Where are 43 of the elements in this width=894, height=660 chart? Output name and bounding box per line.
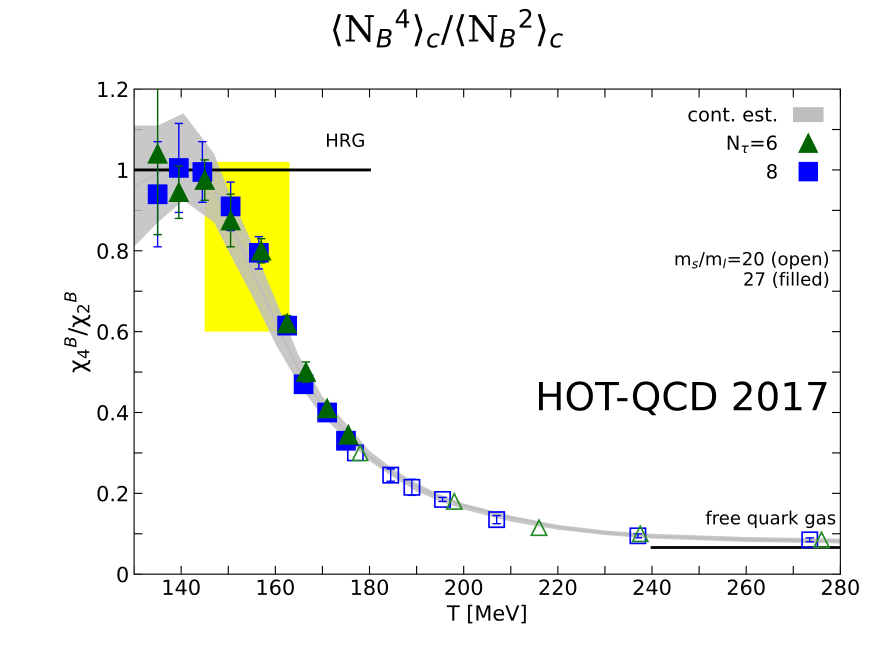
point: [403, 478, 420, 496]
x-tick-label: 260: [728, 579, 765, 596]
point: [220, 210, 240, 230]
point: [317, 398, 338, 418]
point: [148, 184, 168, 204]
x-tick-label: 220: [540, 579, 576, 596]
point: [530, 519, 548, 536]
y-tick-label: 0.8: [97, 243, 128, 260]
y-tick-label: 1.2: [98, 82, 128, 98]
y-tick-label: 0.2: [97, 486, 128, 502]
y-tick-label: 0.4: [97, 404, 128, 421]
point: [801, 531, 818, 548]
point: [148, 144, 168, 164]
annotation: HRG: [327, 133, 364, 148]
point: [813, 531, 830, 548]
annotation: free quark gas: [706, 510, 836, 528]
annotation: HOT-QCD 2017: [539, 381, 826, 416]
x-tick-label: 140: [164, 579, 200, 596]
legend-label: 8: [767, 164, 777, 179]
x-tick-label: 200: [445, 579, 482, 596]
point: [434, 490, 451, 508]
y-tick-label: 1: [118, 162, 128, 178]
legend-label: cont. est.: [688, 108, 776, 122]
x-tick-label: 240: [634, 579, 671, 596]
point: [194, 170, 215, 190]
x-tick-label: 280: [822, 579, 859, 596]
point: [296, 362, 316, 382]
x-tick-label: 160: [258, 579, 294, 596]
point: [338, 424, 358, 445]
annotation: m$_{s}$/m$_{l}$=20 (open) 27 (filled): [676, 252, 828, 288]
point: [352, 444, 369, 462]
chart-title: ⟨N$_{B}$$^{4}$⟩$_{c}$/⟨N$_{B}$$^{2}$⟩$_{c}$: [333, 8, 563, 48]
y-tick-label: 0.6: [97, 324, 128, 340]
x-axis-title: T [MeV]: [446, 604, 526, 624]
y-tick-label: 0: [117, 566, 128, 582]
point: [168, 182, 189, 202]
legend-label: N$_{τ}$=6: [728, 135, 777, 153]
x-tick-label: 180: [352, 579, 388, 596]
point: [382, 466, 400, 484]
point: [168, 158, 189, 178]
y-axis-title: χ$_{4}$$^{B}$/χ$_{2}$$^{B}$: [64, 292, 90, 372]
point: [488, 511, 506, 528]
point: [446, 492, 463, 510]
